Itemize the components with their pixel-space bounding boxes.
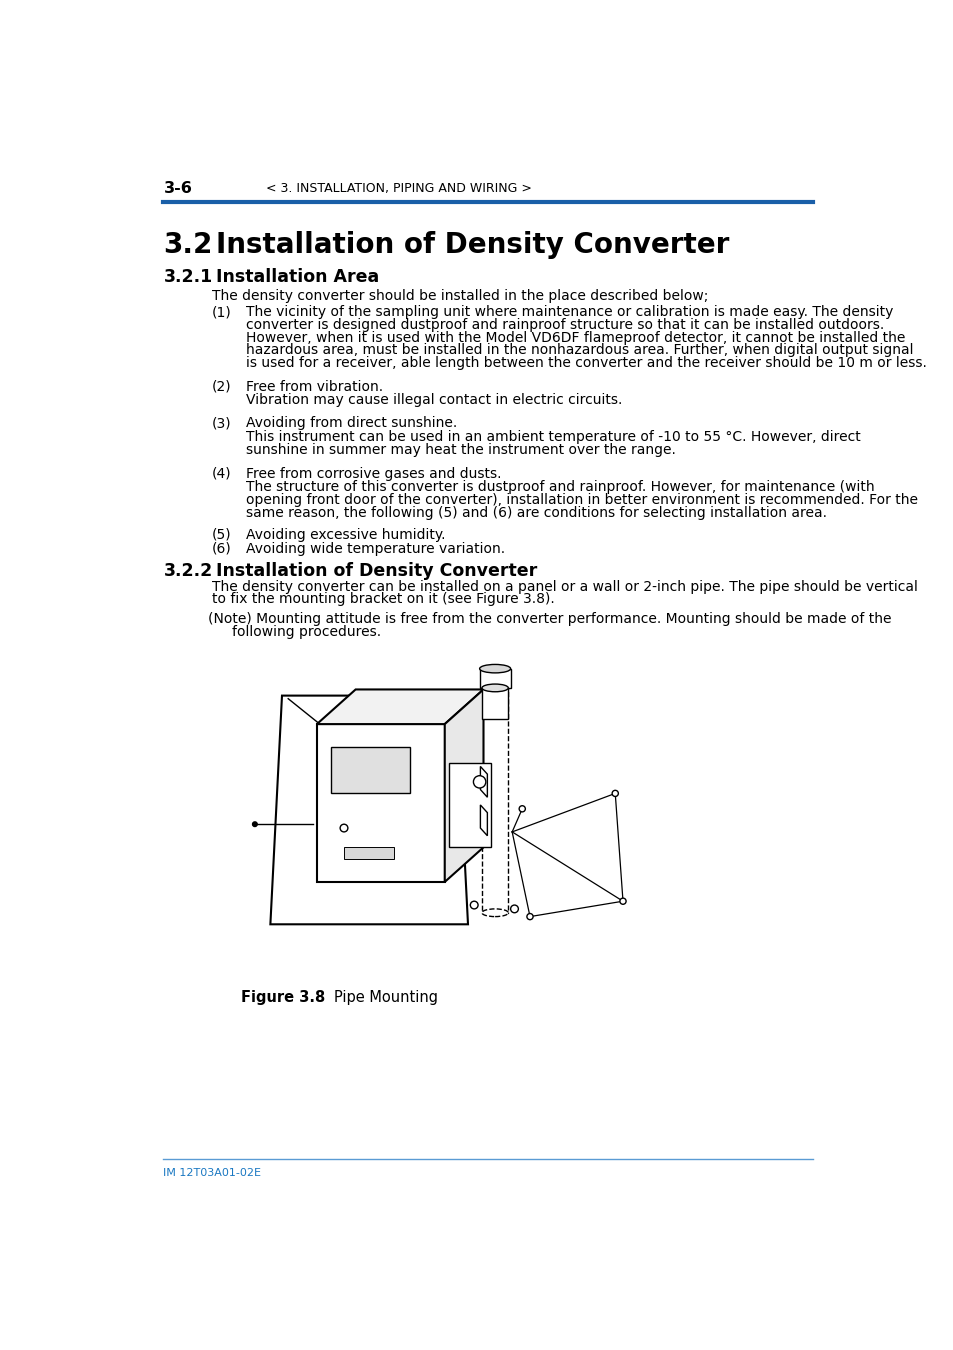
Polygon shape	[448, 763, 491, 848]
Text: The density converter can be installed on a panel or a wall or 2-inch pipe. The : The density converter can be installed o…	[212, 580, 917, 594]
Text: 3-6: 3-6	[163, 181, 193, 196]
Text: However, when it is used with the Model VD6DF flameproof detector, it cannot be : However, when it is used with the Model …	[245, 331, 904, 344]
Text: (Note) Mounting attitude is free from the converter performance. Mounting should: (Note) Mounting attitude is free from th…	[208, 613, 891, 626]
Text: Figure 3.8: Figure 3.8	[241, 990, 325, 1004]
Text: Avoiding wide temperature variation.: Avoiding wide temperature variation.	[245, 541, 504, 556]
Text: converter is designed dustproof and rainproof structure so that it can be instal: converter is designed dustproof and rain…	[245, 319, 882, 332]
Text: The density converter should be installed in the place described below;: The density converter should be installe…	[212, 289, 708, 302]
Text: 3.2: 3.2	[163, 231, 213, 259]
Circle shape	[526, 914, 533, 919]
Text: 3.2.1: 3.2.1	[163, 269, 213, 286]
Text: same reason, the following (5) and (6) are conditions for selecting installation: same reason, the following (5) and (6) a…	[245, 506, 825, 520]
Ellipse shape	[479, 664, 510, 672]
Text: Vibration may cause illegal contact in electric circuits.: Vibration may cause illegal contact in e…	[245, 393, 621, 408]
Text: This instrument can be used in an ambient temperature of -10 to 55 °C. However, : This instrument can be used in an ambien…	[245, 431, 860, 444]
Text: hazardous area, must be installed in the nonhazardous area. Further, when digita: hazardous area, must be installed in the…	[245, 343, 912, 358]
Polygon shape	[481, 688, 508, 913]
Text: (3): (3)	[212, 417, 232, 431]
Text: (6): (6)	[212, 541, 232, 556]
Polygon shape	[479, 668, 510, 688]
Polygon shape	[344, 848, 394, 859]
Text: (4): (4)	[212, 467, 232, 481]
Text: 3.2.2: 3.2.2	[163, 562, 213, 579]
Text: The structure of this converter is dustproof and rainproof. However, for mainten: The structure of this converter is dustp…	[245, 481, 873, 494]
Circle shape	[518, 806, 525, 811]
Text: sunshine in summer may heat the instrument over the range.: sunshine in summer may heat the instrume…	[245, 443, 675, 458]
Polygon shape	[481, 688, 508, 718]
Text: Avoiding from direct sunshine.: Avoiding from direct sunshine.	[245, 417, 456, 431]
Circle shape	[473, 776, 485, 788]
Text: Free from corrosive gases and dusts.: Free from corrosive gases and dusts.	[245, 467, 500, 481]
Text: to fix the mounting bracket on it (see Figure 3.8).: to fix the mounting bracket on it (see F…	[212, 593, 555, 606]
Text: Installation of Density Converter: Installation of Density Converter	[216, 562, 537, 579]
Text: IM 12T03A01-02E: IM 12T03A01-02E	[163, 1168, 261, 1179]
Text: Pipe Mounting: Pipe Mounting	[334, 990, 437, 1004]
Text: following procedures.: following procedures.	[232, 625, 380, 639]
Circle shape	[510, 904, 517, 913]
Polygon shape	[316, 724, 444, 882]
Text: is used for a receiver, able length between the converter and the receiver shoul: is used for a receiver, able length betw…	[245, 356, 925, 370]
Circle shape	[470, 902, 477, 909]
Text: Avoiding excessive humidity.: Avoiding excessive humidity.	[245, 528, 445, 541]
Text: Installation of Density Converter: Installation of Density Converter	[216, 231, 729, 259]
Polygon shape	[480, 805, 487, 836]
Polygon shape	[316, 690, 483, 724]
Text: opening front door of the converter), installation in better environment is reco: opening front door of the converter), in…	[245, 493, 917, 508]
Text: Installation Area: Installation Area	[216, 269, 379, 286]
Polygon shape	[331, 747, 410, 794]
Text: (5): (5)	[212, 528, 232, 541]
Polygon shape	[480, 767, 487, 798]
Polygon shape	[270, 695, 468, 925]
Circle shape	[253, 822, 257, 826]
Ellipse shape	[481, 684, 508, 691]
Text: Free from vibration.: Free from vibration.	[245, 379, 382, 394]
Text: (1): (1)	[212, 305, 232, 319]
Circle shape	[612, 790, 618, 796]
Text: (2): (2)	[212, 379, 232, 394]
Polygon shape	[444, 690, 483, 882]
Ellipse shape	[481, 909, 508, 917]
Text: The vicinity of the sampling unit where maintenance or calibration is made easy.: The vicinity of the sampling unit where …	[245, 305, 892, 319]
Circle shape	[619, 898, 625, 904]
Text: < 3. INSTALLATION, PIPING AND WIRING >: < 3. INSTALLATION, PIPING AND WIRING >	[266, 182, 532, 194]
